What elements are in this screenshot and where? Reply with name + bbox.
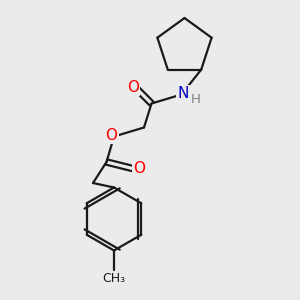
Text: H: H [191, 93, 201, 106]
Text: O: O [127, 80, 139, 94]
Text: O: O [134, 161, 146, 176]
Text: O: O [106, 128, 118, 142]
Text: N: N [177, 86, 189, 101]
Text: CH₃: CH₃ [102, 272, 126, 286]
